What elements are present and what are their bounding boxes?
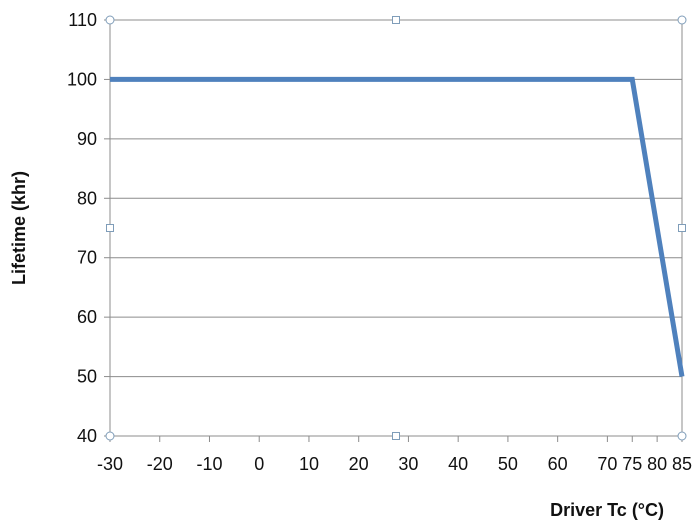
y-tick-label: 60	[77, 307, 97, 327]
x-tick-label: 60	[548, 454, 568, 474]
corner-handle[interactable]	[677, 431, 687, 441]
corner-handle[interactable]	[105, 15, 115, 25]
gridlines	[110, 19, 682, 437]
axes	[104, 19, 683, 442]
y-tick-label: 50	[77, 367, 97, 387]
y-tick-label: 90	[77, 129, 97, 149]
y-tick-labels: 40 50 60 70 80 90 100 110	[67, 10, 97, 446]
edge-handle[interactable]	[678, 224, 686, 232]
edge-handle[interactable]	[106, 224, 114, 232]
y-tick-label: 70	[77, 248, 97, 268]
x-axis-title: Driver Tc (°C)	[550, 500, 664, 520]
edge-handle[interactable]	[392, 16, 400, 24]
series-line	[110, 76, 685, 377]
x-tick-labels: -30 -20 -10 0 10 20 30 40 50 60 70 75 80 85	[97, 454, 692, 474]
x-tick-label: 20	[349, 454, 369, 474]
y-tick-label: 40	[77, 426, 97, 446]
x-tick-label: 10	[299, 454, 319, 474]
x-tick-label: 70	[597, 454, 617, 474]
x-tick-label: 75	[622, 454, 642, 474]
x-tick-label: 85	[672, 454, 692, 474]
y-tick-label: 100	[67, 69, 97, 89]
y-tick-label: 80	[77, 188, 97, 208]
x-tick-label: 40	[448, 454, 468, 474]
edge-handle[interactable]	[392, 432, 400, 440]
x-tick-label: 30	[398, 454, 418, 474]
series-layer	[109, 76, 685, 377]
x-tick-label: -10	[196, 454, 222, 474]
x-tick-label: 80	[647, 454, 667, 474]
x-tick-label: -30	[97, 454, 123, 474]
selection-handles	[105, 15, 687, 441]
x-tick-label: 0	[254, 454, 264, 474]
x-tick-label: 50	[498, 454, 518, 474]
x-tick-label: -20	[147, 454, 173, 474]
y-tick-label: 110	[68, 10, 97, 30]
corner-handle[interactable]	[105, 431, 115, 441]
corner-handle[interactable]	[677, 15, 687, 25]
y-axis-title: Lifetime (khr)	[9, 171, 29, 285]
